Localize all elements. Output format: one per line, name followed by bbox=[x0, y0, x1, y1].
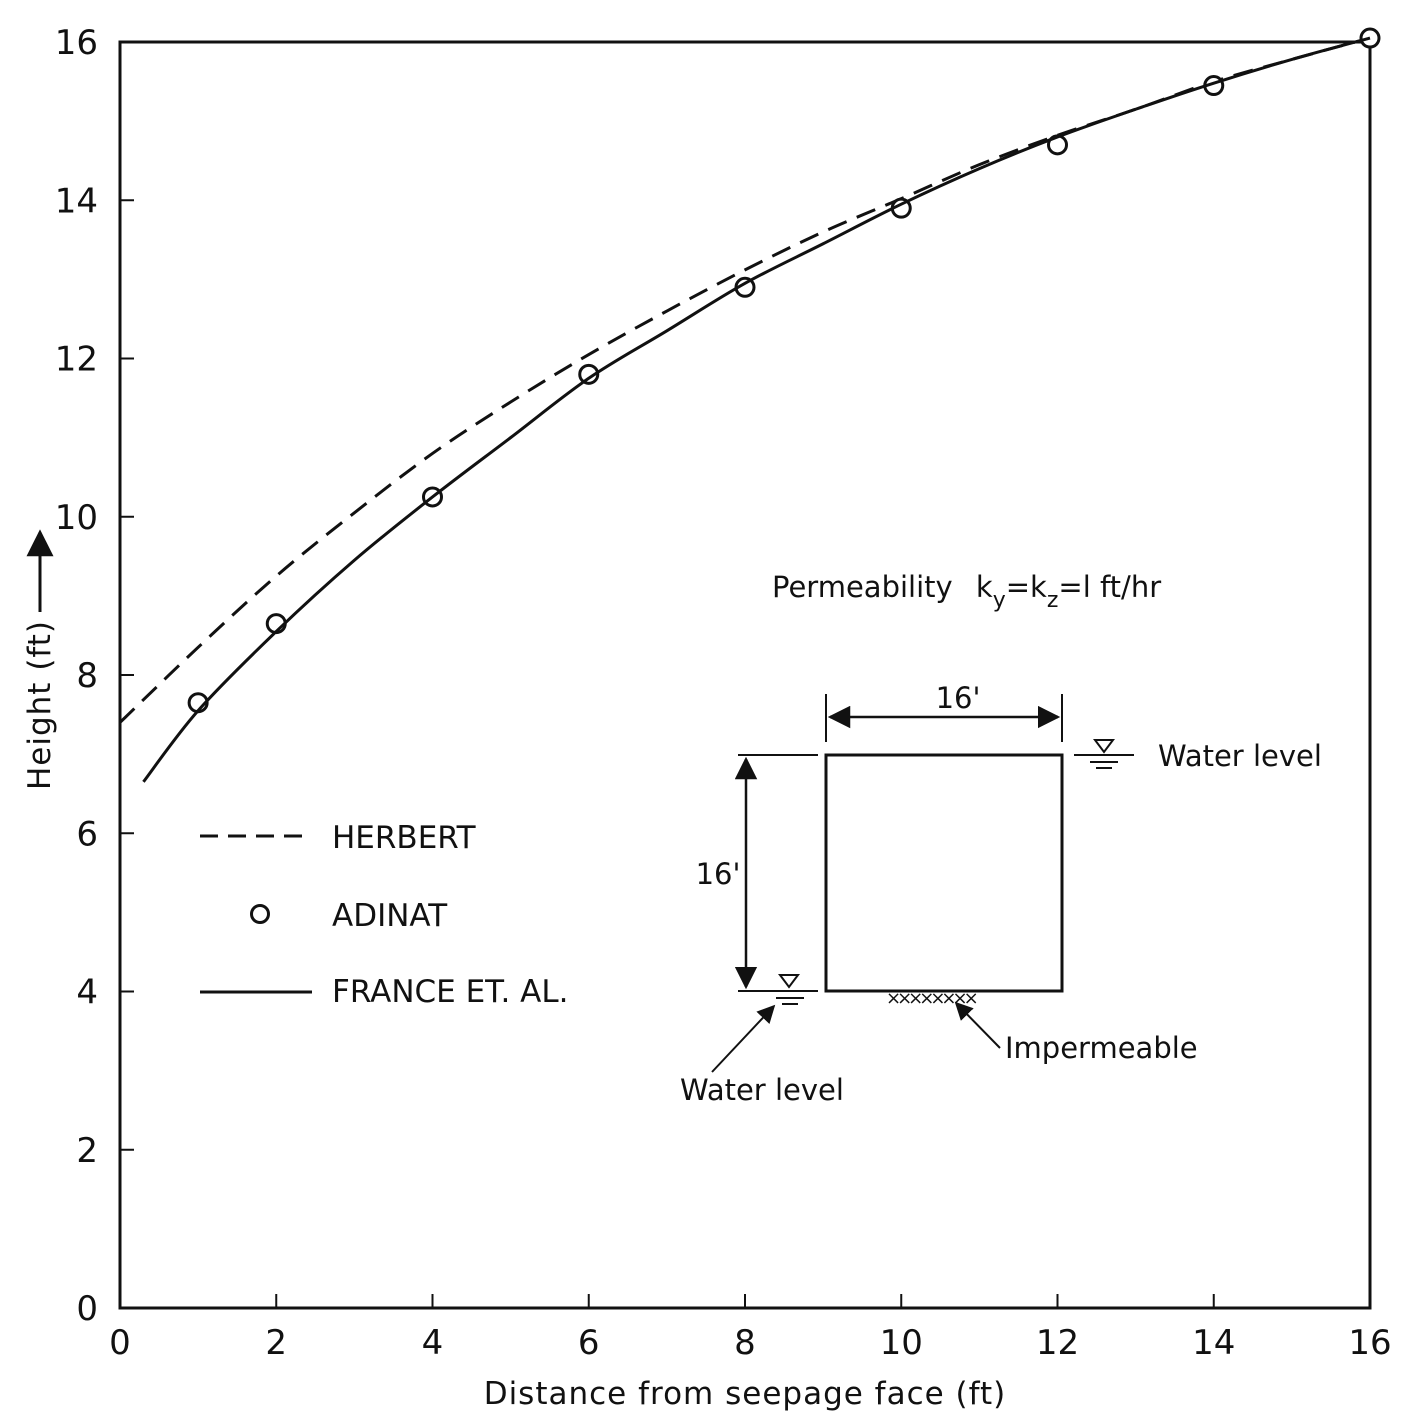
y-tick-label: 2 bbox=[76, 1131, 98, 1171]
y-tick-label: 0 bbox=[76, 1289, 98, 1329]
permeability-k-z: k bbox=[1030, 570, 1047, 604]
water-level-bottom-leader bbox=[711, 1004, 776, 1073]
herbert-series-line bbox=[118, 36, 1371, 724]
permeability-annotation: Permeability ky=kz=l ft/hr bbox=[772, 570, 1161, 613]
x-tick-label: 0 bbox=[109, 1323, 131, 1363]
x-tick-label: 12 bbox=[1036, 1323, 1079, 1363]
y-tick-label: 8 bbox=[76, 656, 98, 696]
permeability-prefix: Permeability bbox=[772, 570, 953, 604]
y-axis-title: Height (ft) bbox=[22, 620, 58, 790]
x-tick-label: 8 bbox=[734, 1323, 756, 1363]
water-level-top-symbol bbox=[1074, 739, 1134, 769]
permeability-sub-z: z bbox=[1047, 588, 1059, 613]
x-tick-label: 4 bbox=[422, 1323, 444, 1363]
legend-adinat-marker bbox=[250, 904, 270, 924]
permeability-equals: = bbox=[1006, 570, 1030, 604]
x-tick-label: 16 bbox=[1348, 1323, 1391, 1363]
adinat-point bbox=[578, 363, 600, 385]
france-series-line bbox=[142, 36, 1371, 783]
legend: HERBERT ADINAT FRANCE ET. AL. bbox=[200, 820, 568, 1010]
permeability-sub-y: y bbox=[993, 588, 1006, 613]
axis-ticks bbox=[119, 41, 1371, 1309]
legend-france-label: FRANCE ET. AL. bbox=[332, 974, 568, 1010]
y-tick-label: 4 bbox=[76, 973, 98, 1013]
height-dim-label: 16' bbox=[696, 857, 741, 891]
water-level-bottom-symbol bbox=[770, 974, 812, 1005]
water-level-bottom-label: Water level bbox=[680, 1073, 844, 1107]
width-dim-label: 16' bbox=[936, 681, 981, 715]
y-tick-label: 16 bbox=[55, 23, 98, 63]
impermeable-label: Impermeable bbox=[1005, 1031, 1198, 1065]
x-tick-label: 2 bbox=[265, 1323, 287, 1363]
x-tick-label: 6 bbox=[578, 1323, 600, 1363]
x-tick-label: 10 bbox=[880, 1323, 923, 1363]
y-tick-label: 12 bbox=[55, 340, 98, 380]
permeability-k-y: k bbox=[976, 570, 993, 604]
y-tick-label: 6 bbox=[76, 814, 98, 854]
soil-block bbox=[824, 753, 1064, 993]
y-axis-title-group: Height (ft) bbox=[22, 620, 58, 790]
y-tick-label: 10 bbox=[55, 498, 98, 538]
y-tick-label: 14 bbox=[55, 181, 98, 221]
legend-herbert-label: HERBERT bbox=[332, 820, 477, 856]
axis-tick-labels: 0 2 4 6 8 10 12 14 16 0 2 4 6 8 10 12 14 16 bbox=[55, 23, 1392, 1363]
water-level-top-label: Water level bbox=[1158, 739, 1322, 773]
permeability-value: =l ft/hr bbox=[1058, 570, 1161, 604]
impermeable-leader bbox=[954, 1001, 1001, 1049]
inset-diagram: 16' 16' Water level Water level ××××××××… bbox=[680, 681, 1322, 1107]
legend-adinat-label: ADINAT bbox=[332, 898, 448, 934]
impermeable-hatch: ×××××××× bbox=[886, 988, 977, 1009]
plot-frame bbox=[118, 40, 1372, 1310]
x-axis-title: Distance from seepage face (ft) bbox=[484, 1376, 1007, 1412]
x-tick-label: 14 bbox=[1192, 1323, 1235, 1363]
series-layer bbox=[118, 27, 1381, 783]
